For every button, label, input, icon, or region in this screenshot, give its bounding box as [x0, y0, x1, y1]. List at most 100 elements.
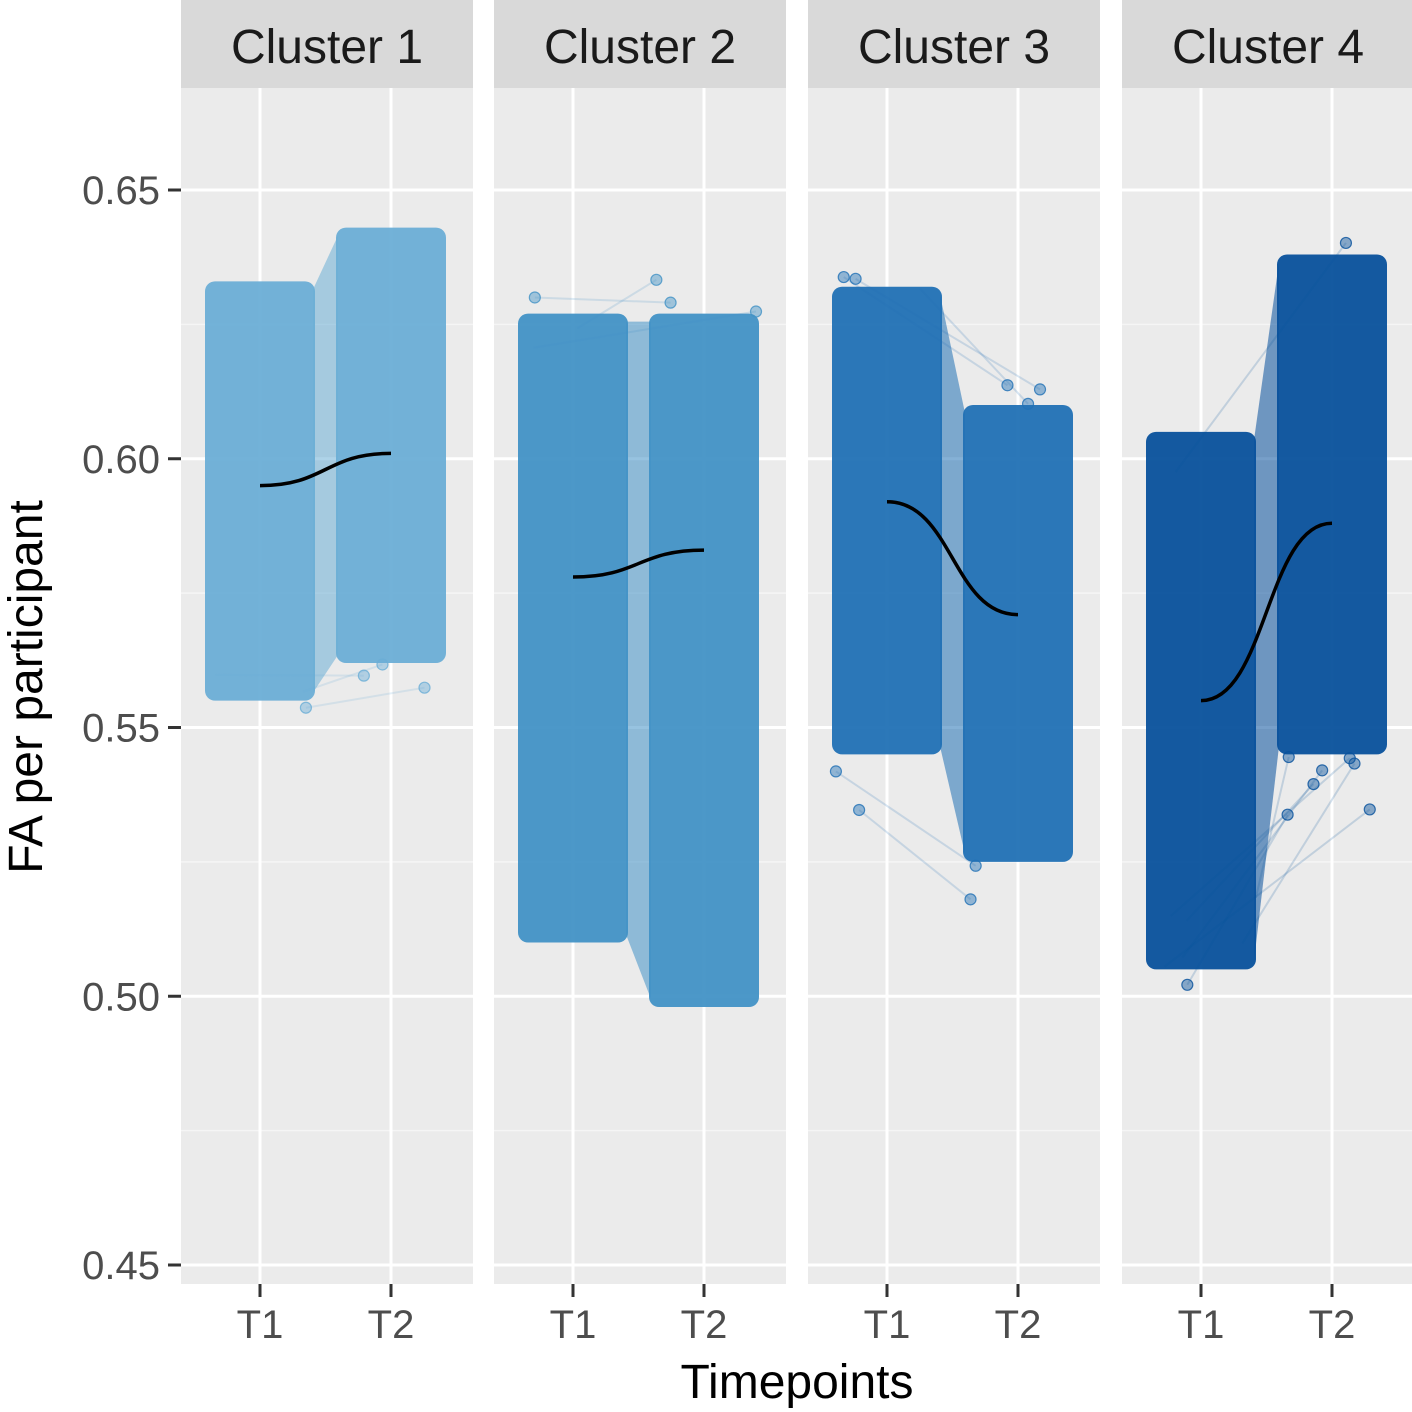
participant-line [1174, 242, 1347, 473]
x-tick-label: T2 [995, 1303, 1042, 1347]
dense-points-t1 [832, 286, 942, 755]
trend-line [572, 548, 705, 579]
data-point [1021, 397, 1035, 410]
participant-line [534, 296, 671, 304]
data-point [357, 669, 370, 682]
y-tick-label: 0.65 [82, 169, 160, 213]
participant-points [829, 270, 1047, 906]
data-point [376, 658, 389, 671]
participant-line [302, 663, 383, 693]
data-point [650, 273, 663, 286]
y-axis-title: FA per participant [0, 500, 53, 874]
x-tick-label: T1 [237, 1303, 284, 1347]
panel-data [205, 227, 446, 714]
participant-line [1170, 757, 1351, 917]
strip-background [1122, 0, 1412, 88]
data-point [1339, 236, 1353, 250]
participant-lines [533, 278, 757, 349]
strip-background [808, 0, 1100, 88]
participant-line [305, 686, 425, 709]
participant-line [1241, 763, 1356, 944]
participant-points [299, 658, 431, 714]
trend-line [259, 451, 392, 488]
x-tick-label: T1 [1178, 1303, 1225, 1347]
data-point [837, 270, 850, 284]
x-axis-title: Timepoints [681, 1356, 914, 1409]
dense-points-t2 [1277, 254, 1387, 755]
y-tick-label: 0.45 [82, 1244, 160, 1288]
data-point [1001, 379, 1014, 392]
participant-line [1185, 783, 1315, 922]
strip-label: Cluster 1 [231, 21, 423, 74]
panel-2: Cluster 2 [494, 0, 786, 1284]
data-point [849, 272, 862, 285]
participant-lines [835, 276, 1041, 901]
participant-lines [1163, 242, 1371, 986]
participant-lines [215, 663, 425, 709]
data-point [829, 765, 843, 778]
participant-line [533, 310, 757, 349]
participant-lines-band [313, 235, 338, 693]
data-point [853, 803, 866, 817]
participant-points [528, 273, 763, 318]
participant-line [858, 809, 972, 901]
y-axis: 0.45 0.50 0.55 0.60 0.65 [82, 169, 181, 1288]
strip-label: Cluster 4 [1172, 21, 1364, 74]
y-tick-label: 0.55 [82, 707, 160, 751]
dense-points-t2 [336, 227, 446, 663]
participant-line [1254, 756, 1290, 899]
participant-points [1181, 236, 1376, 991]
data-point [1181, 978, 1194, 991]
data-point [1363, 803, 1376, 816]
participant-line [835, 770, 977, 867]
dense-points-t1 [205, 281, 315, 701]
x-tick-label: T2 [1309, 1303, 1356, 1347]
data-point [1282, 750, 1295, 764]
participant-line [1163, 808, 1371, 968]
participant-line [855, 277, 1041, 391]
x-tick-label: T1 [550, 1303, 597, 1347]
panel-4: Cluster 4 [1122, 0, 1412, 1284]
strip-background [494, 0, 786, 88]
x-tick-label: T1 [864, 1303, 911, 1347]
data-point [1033, 383, 1047, 396]
data-point [528, 291, 541, 304]
x-tick-label: T2 [681, 1303, 728, 1347]
dense-points-t2 [649, 313, 759, 1007]
participant-lines-band [940, 294, 965, 854]
participant-line [919, 287, 1029, 405]
panels-layer: Cluster 1 Cluster 2 Cluster 3 Cluster 4 [181, 0, 1412, 1284]
participant-line [1181, 769, 1323, 959]
y-tick-label: 0.50 [82, 975, 160, 1019]
data-point [418, 681, 431, 694]
data-point [749, 305, 763, 318]
strip-background [181, 0, 473, 88]
x-tick-label: T2 [368, 1303, 415, 1347]
data-point [299, 701, 313, 714]
participant-line [215, 673, 364, 677]
panel-data [518, 273, 763, 1007]
data-point [1348, 757, 1361, 770]
trend-line [886, 500, 1019, 617]
strip-label: Cluster 2 [544, 21, 736, 74]
participant-line [1186, 814, 1289, 986]
x-axis: T1 T2 T1 T2 T1 T2 T1 T2 [237, 1284, 1356, 1347]
participant-lines-band [626, 321, 651, 999]
dense-points-t2 [963, 405, 1073, 862]
data-point [1307, 778, 1320, 791]
dense-points-t1 [518, 313, 628, 943]
y-tick-label: 0.60 [82, 438, 160, 482]
participant-line [576, 278, 657, 330]
panel-1: Cluster 1 [181, 0, 473, 1284]
participant-line [843, 276, 1009, 387]
strip-label: Cluster 3 [858, 21, 1050, 74]
data-point [1281, 808, 1294, 821]
data-point [1316, 764, 1329, 777]
data-point [964, 893, 977, 906]
trend-line [1200, 521, 1333, 703]
panel-3: Cluster 3 [808, 0, 1100, 1284]
data-point [969, 859, 982, 872]
panel-data [829, 270, 1073, 906]
data-point [664, 296, 677, 309]
